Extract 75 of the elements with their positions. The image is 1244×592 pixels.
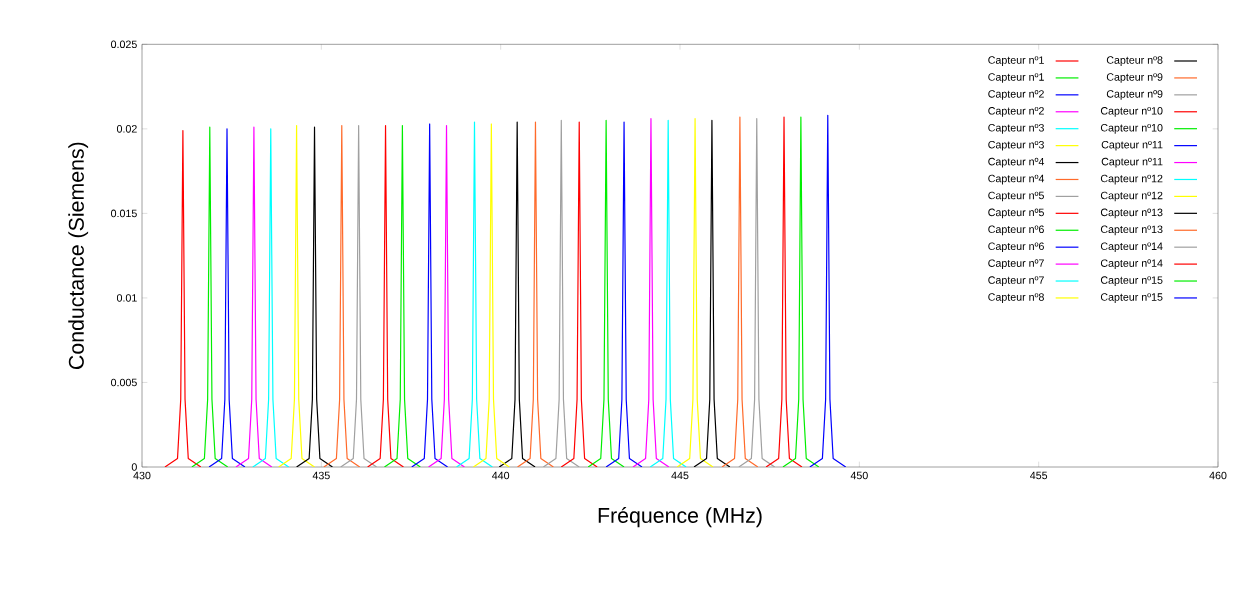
line-series <box>252 128 290 467</box>
legend-label: Capteur nº9 <box>1106 73 1163 83</box>
x-tick-label: 450 <box>850 471 868 480</box>
legend-label: Capteur nº8 <box>1106 56 1163 66</box>
line-series <box>340 124 378 467</box>
legend-label: Capteur nº12 <box>1100 174 1163 185</box>
legend-label: Capteur nº12 <box>1100 191 1163 202</box>
line-series <box>782 116 820 467</box>
legend-label: Capteur nº10 <box>1100 107 1163 117</box>
line-series <box>693 119 731 467</box>
legend-label: Capteur nº6 <box>988 225 1044 236</box>
y-tick-label: 0.01 <box>116 294 137 302</box>
y-tick-label: 0.015 <box>111 209 137 218</box>
line-series <box>649 119 687 467</box>
legend-label: Capteur nº13 <box>1100 208 1163 219</box>
legend-label: Capteur nº15 <box>1100 293 1163 303</box>
x-tick-label: 455 <box>1030 471 1048 480</box>
legend-label: Capteur nº10 <box>1100 123 1163 134</box>
line-series <box>721 116 759 467</box>
line-series <box>323 124 361 467</box>
line-series <box>383 124 421 467</box>
line-series <box>427 124 466 467</box>
line-series <box>560 121 598 467</box>
line-series <box>676 118 714 467</box>
line-series <box>164 129 202 467</box>
line-series <box>738 118 776 467</box>
legend-label: Capteur nº7 <box>988 259 1044 270</box>
line-series <box>587 119 625 467</box>
y-tick-label: 0.005 <box>111 378 137 387</box>
legend-label: Capteur nº13 <box>1100 225 1163 236</box>
legend-label: Capteur nº3 <box>988 140 1044 151</box>
x-tick-label: 440 <box>492 471 510 480</box>
legend-label: Capteur nº2 <box>988 90 1044 100</box>
legend-label: Capteur nº11 <box>1101 140 1163 151</box>
legend-label: Capteur nº4 <box>988 174 1045 185</box>
legend-label: Capteur nº1 <box>988 73 1044 83</box>
line-series <box>191 126 229 467</box>
x-tick-label: 430 <box>133 471 151 480</box>
legend-label: Capteur nº7 <box>988 276 1044 286</box>
legend-label: Capteur nº5 <box>988 191 1044 202</box>
x-tick-label: 445 <box>671 471 689 480</box>
x-tick-label: 460 <box>1209 471 1227 480</box>
line-series <box>411 123 449 467</box>
legend-label: Capteur nº9 <box>1106 90 1163 100</box>
legend-label: Capteur nº2 <box>988 107 1044 117</box>
y-tick-label: 0.02 <box>116 125 137 133</box>
x-axis-title: Fréquence (MHz) <box>598 507 762 528</box>
line-series <box>295 126 334 467</box>
line-series <box>605 121 643 467</box>
line-series <box>516 121 554 467</box>
legend-label: Capteur nº5 <box>988 208 1044 219</box>
line-series <box>765 116 803 467</box>
legend-label: Capteur nº14 <box>1100 242 1163 253</box>
line-series <box>455 121 494 467</box>
line-series <box>278 124 316 467</box>
line-series <box>472 123 510 467</box>
line-series <box>542 119 580 467</box>
y-tick-label: 0.025 <box>111 40 137 49</box>
x-tick-label: 435 <box>312 471 330 480</box>
legend-label: Capteur nº15 <box>1100 276 1163 286</box>
legend-label: Capteur nº14 <box>1100 259 1163 270</box>
line-series <box>208 128 246 467</box>
legend-label: Capteur nº1 <box>988 56 1044 66</box>
legend-label: Capteur nº8 <box>988 293 1044 303</box>
legend-label: Capteur nº3 <box>988 123 1044 134</box>
legend-label: Capteur nº6 <box>988 242 1044 253</box>
y-axis-title: Conductance (Siemens) <box>68 142 89 370</box>
y-tick-label: 0 <box>131 463 137 471</box>
line-series <box>235 126 273 467</box>
legend-label: Capteur nº4 <box>988 157 1045 168</box>
line-series <box>498 121 536 467</box>
line-series <box>367 124 405 467</box>
legend-label: Capteur nº11 <box>1101 157 1163 168</box>
line-series <box>809 114 847 467</box>
line-series <box>632 118 670 467</box>
